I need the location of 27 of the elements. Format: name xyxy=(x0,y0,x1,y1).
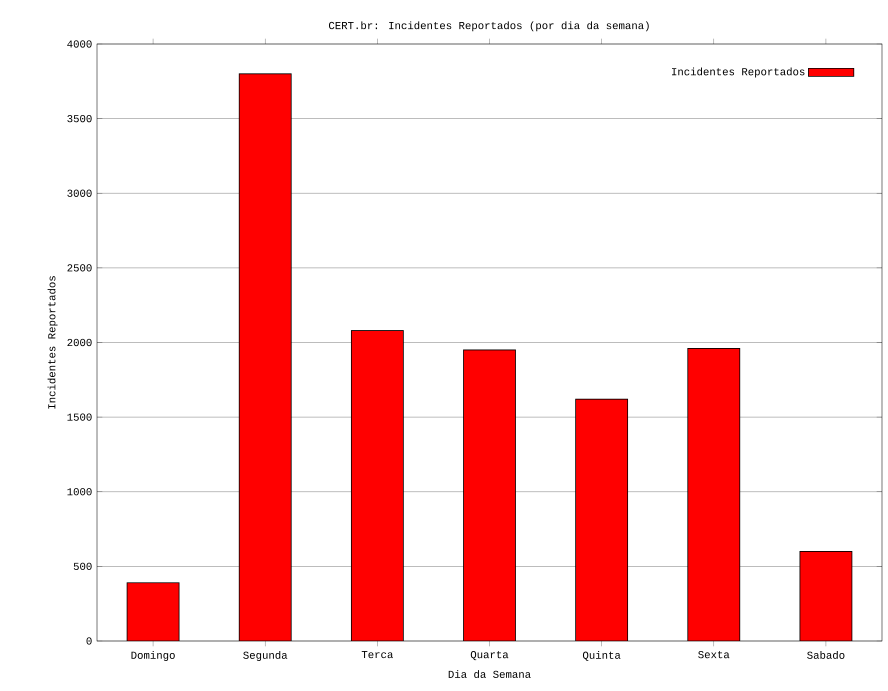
x-tick-label: Quinta xyxy=(582,651,620,661)
y-tick-label: 3000 xyxy=(67,190,92,197)
bar xyxy=(800,551,852,641)
y-tick-label: 2500 xyxy=(67,264,92,272)
y-tick-label: 1500 xyxy=(67,413,92,421)
x-tick-label: Sexta xyxy=(698,651,730,658)
x-tick-label: Terca xyxy=(362,651,393,658)
y-tick-label: 3500 xyxy=(67,115,92,122)
y-tick-label: 0 xyxy=(86,637,92,645)
y-tick-label: 4000 xyxy=(67,40,92,48)
chart-title: CERT.br: Incidentes Reportados (por dia da semana) xyxy=(328,21,649,32)
bar xyxy=(463,350,516,641)
x-tick-label: Segunda xyxy=(243,651,288,661)
x-axis-title: Dia da Semana xyxy=(448,670,531,678)
x-tick-label: Domingo xyxy=(132,651,175,661)
y-tick-label: 1000 xyxy=(67,488,92,496)
y-tick-label: 2000 xyxy=(67,338,92,346)
bar xyxy=(350,330,404,641)
y-axis-title: Incidentes Reportados xyxy=(48,276,58,409)
legend-label: Incidentes Reportados xyxy=(672,67,804,78)
bar xyxy=(126,582,180,641)
x-tick-label: Sabado xyxy=(807,651,844,659)
bar xyxy=(238,73,292,641)
y-tick-label: 500 xyxy=(74,562,92,570)
bar xyxy=(575,398,628,641)
bar xyxy=(687,348,740,641)
x-tick-label: Quarta xyxy=(470,651,508,660)
